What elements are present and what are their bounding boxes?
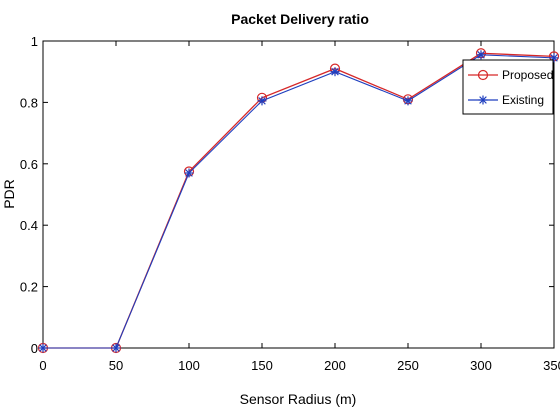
x-axis: 0 50 100 150 200 250 300 350 xyxy=(39,41,560,373)
data-point xyxy=(476,50,486,60)
x-tick-label: 50 xyxy=(109,358,123,373)
y-tick-label: 0.8 xyxy=(20,95,38,110)
legend-entry: Existing xyxy=(468,93,544,107)
legend-box xyxy=(462,59,554,115)
chart-title: Packet Delivery ratio xyxy=(231,11,369,27)
data-point xyxy=(111,343,121,353)
y-tick-label: 1 xyxy=(31,34,38,49)
y-axis-label: PDR xyxy=(1,179,17,209)
y-tick-label: 0.6 xyxy=(20,157,38,172)
data-point xyxy=(257,96,267,106)
data-point xyxy=(403,96,413,106)
y-tick-label: 0.4 xyxy=(20,218,38,233)
y-tick-label: 0 xyxy=(31,341,38,356)
plot-frame xyxy=(42,40,555,349)
y-tick-label: 0.2 xyxy=(20,280,38,295)
data-point xyxy=(38,343,48,353)
legend-label: Existing xyxy=(502,93,544,107)
x-tick-label: 300 xyxy=(470,358,492,373)
x-tick-label: 0 xyxy=(39,358,46,373)
data-point xyxy=(549,53,559,63)
x-tick-label: 150 xyxy=(251,358,273,373)
data-point xyxy=(184,168,194,178)
legend: Proposed Existing xyxy=(462,59,554,115)
y-axis: 0 0.2 0.4 0.6 0.8 1 xyxy=(20,34,554,356)
legend-swatch-marker xyxy=(477,69,489,81)
x-tick-label: 250 xyxy=(397,358,419,373)
legend-label: Proposed xyxy=(502,68,553,82)
x-axis-label: Sensor Radius (m) xyxy=(240,391,357,407)
data-point xyxy=(330,67,340,77)
x-tick-label: 200 xyxy=(324,358,346,373)
x-tick-label: 100 xyxy=(178,358,200,373)
legend-swatch-marker xyxy=(478,95,488,105)
legend-entry: Proposed xyxy=(468,68,553,82)
x-tick-label: 350 xyxy=(543,358,560,373)
